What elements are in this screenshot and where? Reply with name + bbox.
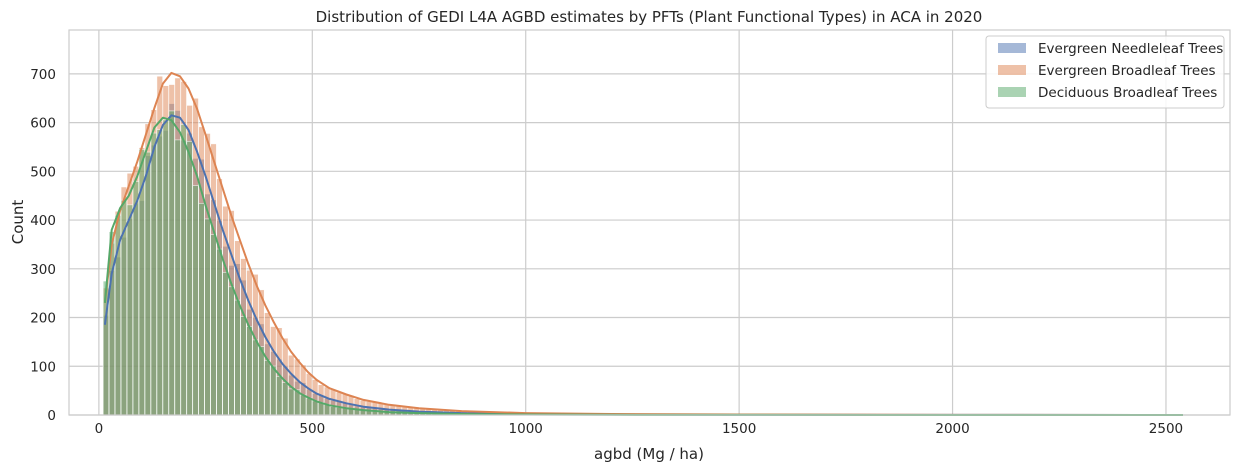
- histogram-bar: [216, 248, 223, 416]
- histogram-bar: [252, 339, 259, 416]
- histogram-bar: [186, 141, 193, 416]
- legend-label: Deciduous Broadleaf Trees: [1038, 85, 1217, 101]
- y-tick-label: 0: [47, 408, 56, 424]
- y-tick-labels: 0 100 200 300 400 500 600 700: [30, 67, 56, 424]
- histogram-bar: [192, 185, 199, 416]
- histogram-bar: [150, 132, 157, 416]
- kde-line: [103, 116, 1183, 416]
- y-tick-label: 300: [30, 262, 56, 278]
- histogram-bar: [144, 151, 151, 416]
- histogram-bar: [204, 218, 211, 416]
- histogram-bars: [102, 75, 868, 416]
- histogram-bar: [162, 119, 169, 416]
- histogram-bar: [234, 299, 241, 416]
- x-tick-label: 1000: [509, 421, 543, 437]
- histogram-bar: [312, 400, 319, 416]
- histogram-bar: [264, 360, 271, 416]
- histogram-bar: [168, 110, 175, 416]
- y-tick-label: 100: [30, 359, 56, 375]
- x-axis-label: agbd (Mg / ha): [594, 445, 704, 463]
- legend-label: Evergreen Broadleaf Trees: [1038, 63, 1216, 79]
- x-tick-label: 500: [299, 421, 325, 437]
- legend-swatch: [998, 65, 1026, 75]
- histogram-bar: [222, 272, 229, 416]
- legend-label: Evergreen Needleleaf Trees: [1038, 41, 1223, 57]
- histogram-bar: [198, 203, 205, 416]
- x-tick-labels: 0 500 1000 1500 2000 2500: [95, 421, 1184, 437]
- histogram-bar: [335, 407, 343, 416]
- legend: Evergreen Needleleaf Trees Evergreen Broa…: [985, 35, 1225, 109]
- kde-lines: [103, 71, 1184, 416]
- y-axis-label: Count: [9, 200, 27, 245]
- plot-frame: [68, 29, 1231, 416]
- y-tick-label: 400: [30, 213, 56, 229]
- histogram-bar: [132, 181, 139, 416]
- y-tick-label: 600: [30, 116, 56, 132]
- kde-line: [103, 114, 1184, 416]
- histogram-bar: [240, 316, 247, 416]
- y-tick-label: 700: [30, 67, 56, 83]
- histogram-bar: [306, 397, 313, 416]
- x-tick-label: 1500: [722, 421, 756, 437]
- kde-line: [103, 71, 1184, 416]
- x-tick-label: 2500: [1149, 421, 1183, 437]
- histogram-bar: [276, 376, 283, 416]
- legend-swatch: [998, 87, 1026, 97]
- histogram-bar: [156, 129, 163, 416]
- chart-title: Distribution of GEDI L4A AGBD estimates …: [316, 8, 983, 26]
- histogram-bar: [126, 204, 133, 416]
- histogram-bar: [329, 406, 337, 416]
- histogram-bar: [282, 382, 289, 416]
- x-tick-label: 2000: [935, 421, 969, 437]
- histogram-bar: [300, 394, 307, 416]
- y-tick-label: 200: [30, 311, 56, 327]
- x-tick-label: 0: [95, 421, 104, 437]
- histogram-bar: [270, 365, 277, 416]
- legend-swatch: [998, 43, 1026, 53]
- histogram-bar: [258, 346, 265, 416]
- histogram-bar: [288, 388, 295, 416]
- histogram-bar: [210, 234, 217, 416]
- legend-box: [985, 35, 1225, 109]
- y-tick-label: 500: [30, 164, 56, 180]
- histogram-bar: [246, 326, 253, 416]
- histogram-bar: [180, 124, 187, 416]
- histogram-bar: [228, 286, 235, 416]
- histogram-bar: [174, 139, 181, 416]
